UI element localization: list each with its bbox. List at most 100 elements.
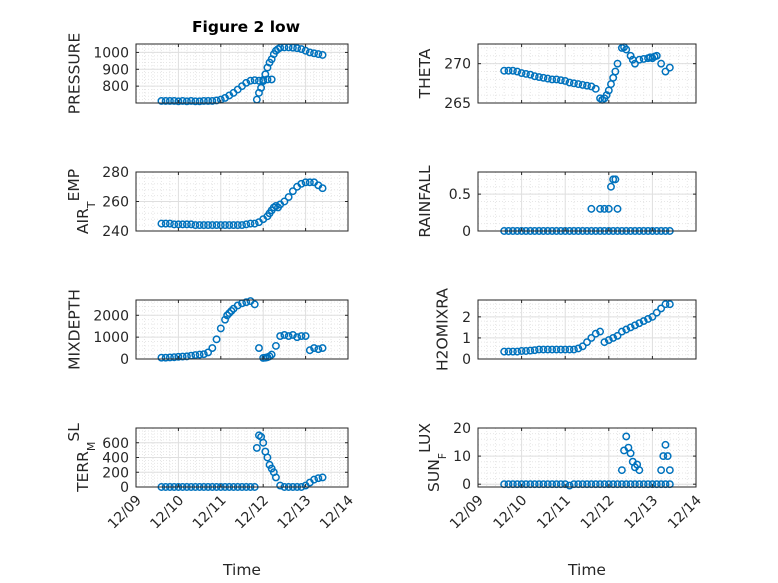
panel-h2omixra: 0 1 2 H2OMIXRA [433, 288, 697, 371]
data-point [276, 332, 285, 341]
y-axis-label: TERRMSL [65, 423, 98, 493]
data-point [607, 182, 615, 191]
data-point [187, 97, 196, 105]
data-point [252, 443, 261, 452]
data-point [178, 220, 187, 229]
y-tick-label: 0 [462, 477, 471, 493]
panel-rainfall: 0 0.5 RAINFALL [416, 165, 697, 240]
data-point [174, 352, 183, 361]
data-point [182, 97, 191, 106]
data-point [204, 348, 213, 357]
y-axis-label: SUNFLUX [416, 423, 449, 492]
data-point [170, 353, 179, 362]
data-point [212, 96, 221, 105]
data-point [661, 300, 670, 309]
data-point [221, 315, 229, 324]
axes-box [477, 299, 697, 360]
data-point [663, 452, 672, 461]
y-tick-label: 800 [102, 79, 129, 95]
data-point [301, 332, 310, 341]
data-point [204, 97, 213, 105]
y-tick-label: 0 [120, 352, 129, 368]
data-point [604, 336, 613, 344]
data-point [631, 321, 639, 330]
data-point [548, 75, 557, 84]
data-point [635, 466, 644, 475]
data-point [613, 59, 622, 68]
data-point [208, 97, 217, 105]
data-point [288, 187, 297, 196]
data-point [552, 75, 561, 84]
data-point [242, 298, 251, 307]
y-tick-label: 10 [453, 449, 471, 465]
data-point [508, 347, 517, 356]
data-point [165, 219, 174, 228]
data-point [280, 197, 289, 206]
data-point [204, 221, 213, 230]
data-point [648, 312, 657, 321]
data-point [508, 66, 517, 75]
data-point [280, 331, 289, 339]
data-point [500, 347, 509, 356]
data-point [565, 345, 574, 354]
data-point [657, 466, 666, 475]
data-point [569, 345, 578, 354]
data-point [539, 345, 548, 354]
data-point [212, 335, 221, 344]
data-point [216, 324, 225, 333]
y-tick-label: 600 [102, 436, 129, 452]
data-point [530, 72, 539, 81]
data-point [229, 221, 238, 230]
data-point [267, 350, 276, 359]
data-point [250, 76, 259, 85]
data-point [604, 204, 613, 213]
data-point [161, 97, 170, 105]
data-point [587, 204, 596, 213]
axes-box [477, 43, 697, 104]
data-point [276, 481, 285, 490]
data-point [301, 46, 310, 55]
data-point [263, 453, 272, 462]
data-point [170, 97, 179, 105]
data-point [259, 77, 268, 86]
data-point [318, 344, 327, 353]
data-point [600, 204, 609, 213]
data-point [174, 97, 183, 106]
data-point [657, 304, 666, 313]
data-point [600, 338, 609, 347]
series-h2omixra [500, 300, 674, 356]
y-axis-label: THETA [416, 48, 434, 99]
data-point [255, 76, 263, 85]
y-tick-label: 400 [102, 451, 129, 467]
y-tick-label: 0.5 [449, 187, 471, 203]
data-point [225, 221, 234, 230]
y-axis-label: MIXDEPTH [66, 289, 84, 370]
data-point [170, 220, 179, 229]
data-point [250, 300, 259, 309]
data-point [261, 70, 270, 79]
data-point [635, 55, 644, 64]
x-axis-label: Time [567, 561, 606, 579]
data-point [310, 344, 319, 353]
data-point [242, 78, 251, 87]
y-tick-label: 265 [444, 96, 471, 112]
y-tick-label: 0 [462, 352, 471, 368]
data-point [288, 331, 297, 339]
data-point [548, 345, 557, 354]
data-point [617, 466, 626, 475]
data-point [613, 331, 622, 340]
data-point [574, 344, 583, 353]
data-point [596, 204, 605, 213]
data-point [310, 475, 319, 484]
data-point [305, 346, 314, 355]
data-point [165, 97, 174, 105]
data-point [284, 193, 293, 202]
data-point [591, 84, 600, 93]
y-tick-label: 0 [462, 224, 471, 240]
data-point [622, 432, 631, 441]
data-point [622, 45, 631, 54]
data-point [535, 73, 543, 81]
data-point [178, 352, 187, 361]
data-point [626, 449, 635, 458]
data-point [569, 79, 578, 88]
